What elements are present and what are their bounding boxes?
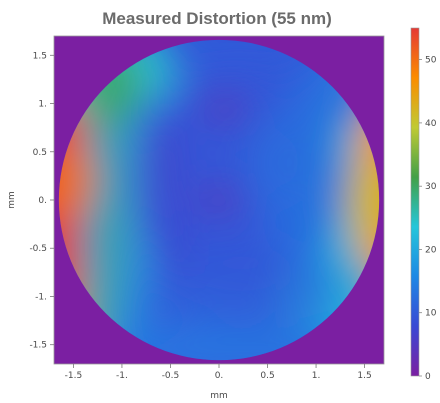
- x-axis-label: mm: [210, 391, 228, 401]
- y-tick-label: 1.5: [33, 51, 47, 61]
- plot-area: [53, 35, 385, 365]
- x-tick-label: 1.: [312, 371, 321, 381]
- field-bottom: [98, 319, 359, 361]
- feature-mid-band: [247, 121, 308, 202]
- y-axis: -1.5 -1. -0.5 0. 0.5 1. 1.5: [29, 51, 54, 351]
- colorbar-tick-label: 50: [425, 56, 437, 66]
- y-tick-label: 0.: [38, 196, 47, 206]
- colorbar-strip: [410, 27, 420, 377]
- y-axis-label: mm: [7, 191, 17, 209]
- x-tick-label: -1.5: [65, 371, 83, 381]
- colorbar: 0 10 20 30 40 50: [410, 27, 437, 382]
- y-tick-label: 0.5: [33, 148, 47, 158]
- x-tick-label: 0.5: [260, 371, 274, 381]
- y-tick-label: 1.: [38, 100, 47, 110]
- x-tick-label: -1.: [116, 371, 128, 381]
- colorbar-tick-label: 20: [425, 245, 437, 255]
- y-tick-label: -1.: [35, 292, 47, 302]
- y-tick-label: -1.5: [29, 341, 47, 351]
- y-tick-label: -0.5: [29, 244, 47, 254]
- feature-low-spot-center: [197, 186, 241, 214]
- colorbar-tick-label: 10: [425, 309, 437, 319]
- low-band-left-lower: [154, 208, 187, 289]
- low-band-left-strip: [151, 116, 180, 217]
- x-tick-label: 0.: [215, 371, 224, 381]
- chart-title: Measured Distortion (55 nm): [102, 9, 332, 28]
- colorbar-tick-label: 0: [425, 372, 431, 382]
- x-tick-label: -0.5: [162, 371, 180, 381]
- colorbar-tick-label: 40: [425, 119, 437, 129]
- colorbar-tick-label: 30: [425, 182, 437, 192]
- feature-low-spot-upper: [201, 94, 246, 123]
- feature-right-edge-peak: [346, 160, 380, 240]
- feature-left-edge-peak: [58, 140, 94, 221]
- x-tick-label: 1.5: [357, 371, 371, 381]
- x-axis: -1.5 -1. -0.5 0. 0.5 1. 1.5: [65, 364, 372, 381]
